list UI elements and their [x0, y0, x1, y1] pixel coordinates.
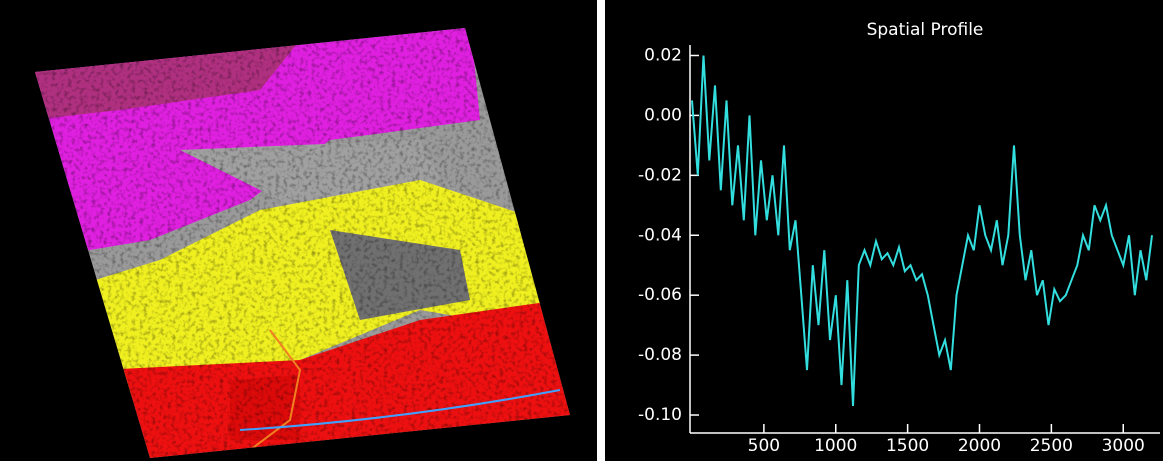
x-tick-label: 2500 — [1030, 436, 1073, 456]
y-tick-label: -0.08 — [638, 345, 682, 365]
x-tick-label: 500 — [748, 436, 780, 456]
y-tick-label: -0.02 — [638, 165, 682, 185]
x-tick-label: 2000 — [958, 436, 1001, 456]
x-tick-label: 1500 — [886, 436, 929, 456]
y-tick-label: 0.02 — [644, 45, 682, 65]
y-tick-label: -0.04 — [638, 225, 682, 245]
y-tick-label: -0.10 — [638, 405, 682, 425]
chart-panel — [605, 0, 1163, 461]
y-tick-label: 0.00 — [644, 105, 682, 125]
chart-title: Spatial Profile — [867, 20, 984, 40]
y-tick-label: -0.06 — [638, 285, 682, 305]
x-tick-label: 3000 — [1102, 436, 1145, 456]
x-tick-label: 1000 — [814, 436, 857, 456]
profile-line — [691, 55, 1153, 407]
